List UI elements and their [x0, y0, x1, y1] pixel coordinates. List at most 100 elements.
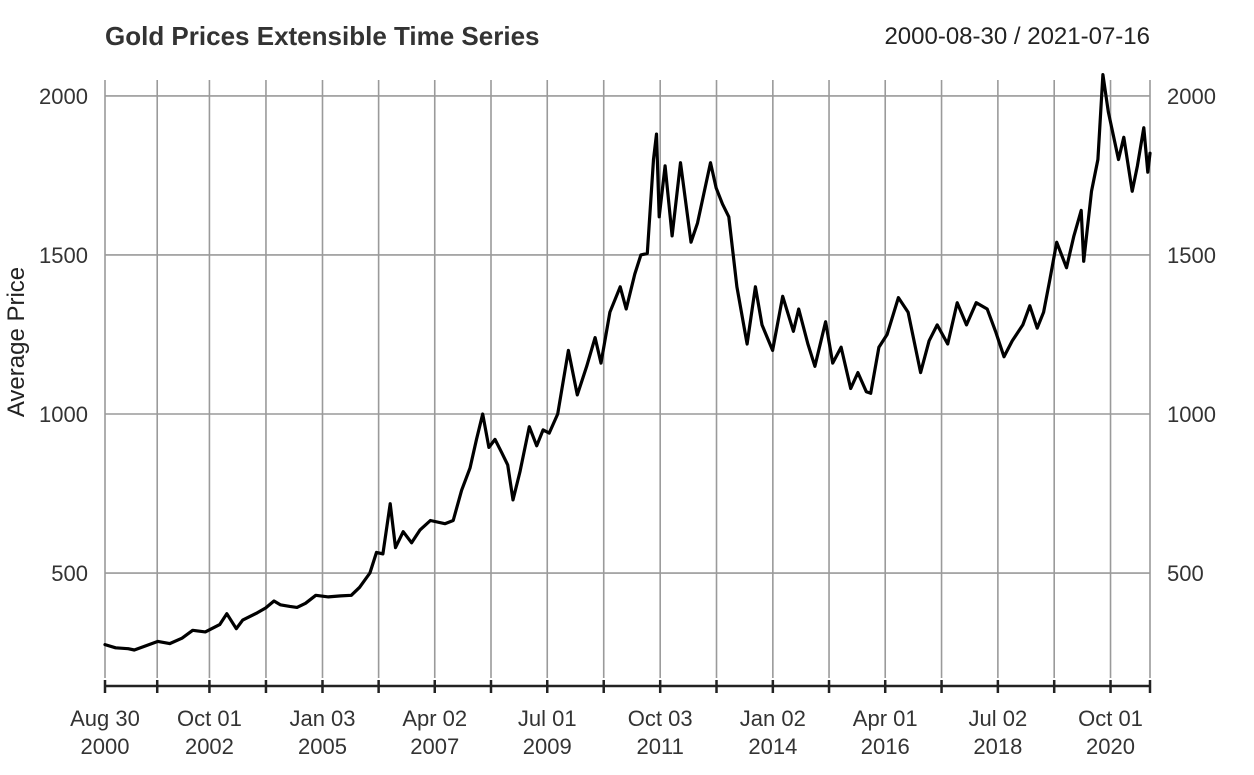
data-point — [481, 412, 484, 416]
data-point — [813, 365, 817, 368]
y-tick-label-left: 2000 — [39, 84, 88, 109]
data-point — [1146, 171, 1150, 174]
data-point — [528, 425, 531, 428]
data-point — [402, 530, 405, 533]
x-tick-label-2: Jan 03 — [289, 706, 355, 731]
data-point — [368, 571, 372, 575]
data-point — [350, 594, 353, 597]
data-point — [618, 285, 622, 288]
data-point — [792, 330, 795, 333]
data-point — [541, 428, 545, 432]
data-point — [1117, 158, 1120, 161]
x-axis: Aug 30 2000 Oct 01 2002 Jan 03 2005 Apr 02 2007… — [70, 680, 1152, 759]
x-tick-year-2: 2005 — [298, 734, 347, 759]
series-layer — [103, 72, 1152, 652]
y-tick-label-right: 500 — [1167, 561, 1204, 586]
data-point — [593, 336, 597, 339]
data-point — [1090, 190, 1093, 193]
x-tick-year-9: 2020 — [1086, 734, 1135, 759]
data-point — [663, 164, 667, 168]
data-point — [1107, 110, 1110, 114]
data-point — [994, 330, 997, 333]
data-point — [279, 603, 282, 607]
chart-title: Gold Prices Extensible Time Series — [105, 21, 540, 51]
data-point — [745, 342, 749, 346]
data-point — [535, 444, 538, 447]
data-point — [547, 431, 551, 435]
data-point — [869, 392, 872, 395]
x-tick-year-8: 2018 — [973, 734, 1022, 759]
data-point — [1096, 158, 1100, 161]
y-tick-label-left: 1500 — [39, 243, 88, 268]
data-point — [429, 519, 432, 522]
x-tick-year-7: 2016 — [861, 734, 910, 759]
data-point — [314, 594, 317, 597]
x-tick-label-0: Aug 30 — [70, 706, 140, 731]
data-point — [839, 345, 843, 349]
data-point — [381, 552, 385, 556]
data-point — [500, 450, 503, 454]
data-point — [985, 307, 989, 311]
x-tick-year-1: 2002 — [185, 734, 234, 759]
data-point — [394, 546, 397, 549]
data-point — [1072, 234, 1076, 238]
data-point — [204, 630, 207, 634]
data-point — [955, 301, 959, 304]
data-point — [304, 602, 307, 605]
data-point — [679, 161, 682, 164]
data-point — [1136, 164, 1139, 168]
data-point — [556, 412, 559, 416]
data-point — [1028, 304, 1032, 308]
data-point — [487, 446, 491, 449]
data-point — [599, 361, 603, 365]
data-point — [180, 637, 184, 640]
data-point — [418, 528, 422, 532]
grid-lines — [104, 80, 1151, 678]
data-point — [865, 390, 868, 393]
data-point — [760, 323, 764, 327]
data-point — [410, 541, 413, 545]
data-point — [327, 595, 330, 599]
data-point — [288, 605, 292, 608]
data-point — [797, 307, 800, 311]
data-point — [624, 307, 628, 311]
y-tick-label-right: 1000 — [1167, 402, 1216, 427]
y-tick-label-left: 500 — [51, 561, 88, 586]
data-point — [493, 438, 497, 441]
data-point — [1021, 323, 1025, 327]
y-tick-label-left: 1000 — [39, 402, 88, 427]
data-point — [897, 296, 900, 299]
data-point — [608, 311, 612, 314]
data-point — [1122, 136, 1126, 139]
data-point — [655, 132, 658, 136]
data-point — [191, 629, 194, 632]
data-point — [856, 371, 860, 374]
data-point — [935, 323, 939, 327]
x-tick-year-3: 2007 — [410, 734, 459, 759]
data-point — [849, 387, 852, 390]
data-point — [1101, 73, 1105, 76]
data-point — [806, 342, 810, 346]
data-point — [375, 551, 378, 554]
data-point — [1082, 260, 1085, 263]
data-point — [388, 502, 392, 505]
date-range-label: 2000-08-30 / 2021-07-16 — [884, 23, 1150, 50]
data-point — [468, 466, 472, 470]
data-point — [639, 253, 643, 257]
data-point — [633, 272, 637, 276]
x-tick-label-7: Apr 01 — [853, 706, 918, 731]
x-tick-year-4: 2009 — [523, 734, 572, 759]
data-point — [443, 522, 447, 525]
x-tick-label-5: Oct 03 — [628, 706, 693, 731]
data-point — [727, 215, 731, 218]
x-tick-label-4: Jul 01 — [518, 706, 577, 731]
data-point — [143, 644, 146, 648]
data-point — [965, 323, 968, 327]
data-point — [831, 361, 834, 365]
y-tick-label-right: 2000 — [1167, 84, 1216, 109]
x-tick-year-6: 2014 — [748, 734, 797, 759]
data-point — [1042, 311, 1045, 314]
data-point — [652, 158, 655, 161]
data-point — [126, 647, 130, 650]
